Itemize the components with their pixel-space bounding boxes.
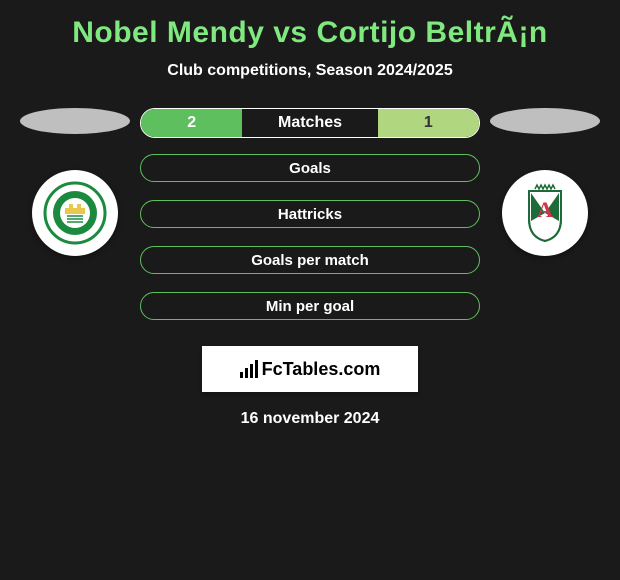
matches-right-value: 1 (424, 114, 433, 132)
stat-bar-goals: Goals (140, 154, 480, 182)
brand-box: FcTables.com (202, 346, 418, 392)
stats-comparison-card: Nobel Mendy vs Cortijo BeltrÃ¡n Club com… (0, 0, 620, 438)
stat-bar-min-per-goal: Min per goal (140, 292, 480, 320)
left-club-badge (32, 170, 118, 256)
right-column: A (485, 108, 605, 256)
matches-left-value: 2 (187, 114, 196, 132)
bars-icon (240, 360, 258, 378)
right-club-badge: A (502, 170, 588, 256)
left-column (15, 108, 135, 256)
svg-text:A: A (537, 197, 553, 222)
content-row: 2 1 Matches Goals Hattricks Goals per ma… (0, 108, 620, 428)
subtitle: Club competitions, Season 2024/2025 (0, 62, 620, 80)
stat-label: Goals (289, 160, 331, 177)
matches-left-segment: 2 (141, 109, 242, 137)
left-oval-placeholder (20, 108, 130, 134)
betis-crest-icon (43, 181, 107, 245)
stat-bar-hattricks: Hattricks (140, 200, 480, 228)
stat-label: Min per goal (266, 298, 354, 315)
right-oval-placeholder (490, 108, 600, 134)
stat-bar-goals-per-match: Goals per match (140, 246, 480, 274)
brand-name: FcTables.com (262, 359, 381, 380)
brand-text: FcTables.com (240, 359, 381, 380)
stat-label: Goals per match (251, 252, 369, 269)
matches-label: Matches (278, 114, 342, 132)
page-title: Nobel Mendy vs Cortijo BeltrÃ¡n (0, 16, 620, 50)
antequera-crest-icon: A (513, 181, 577, 245)
stat-label: Hattricks (278, 206, 342, 223)
center-column: 2 1 Matches Goals Hattricks Goals per ma… (135, 108, 485, 428)
matches-bar: 2 1 Matches (140, 108, 480, 138)
matches-right-segment: 1 (378, 109, 479, 137)
date-text: 16 november 2024 (241, 410, 380, 428)
